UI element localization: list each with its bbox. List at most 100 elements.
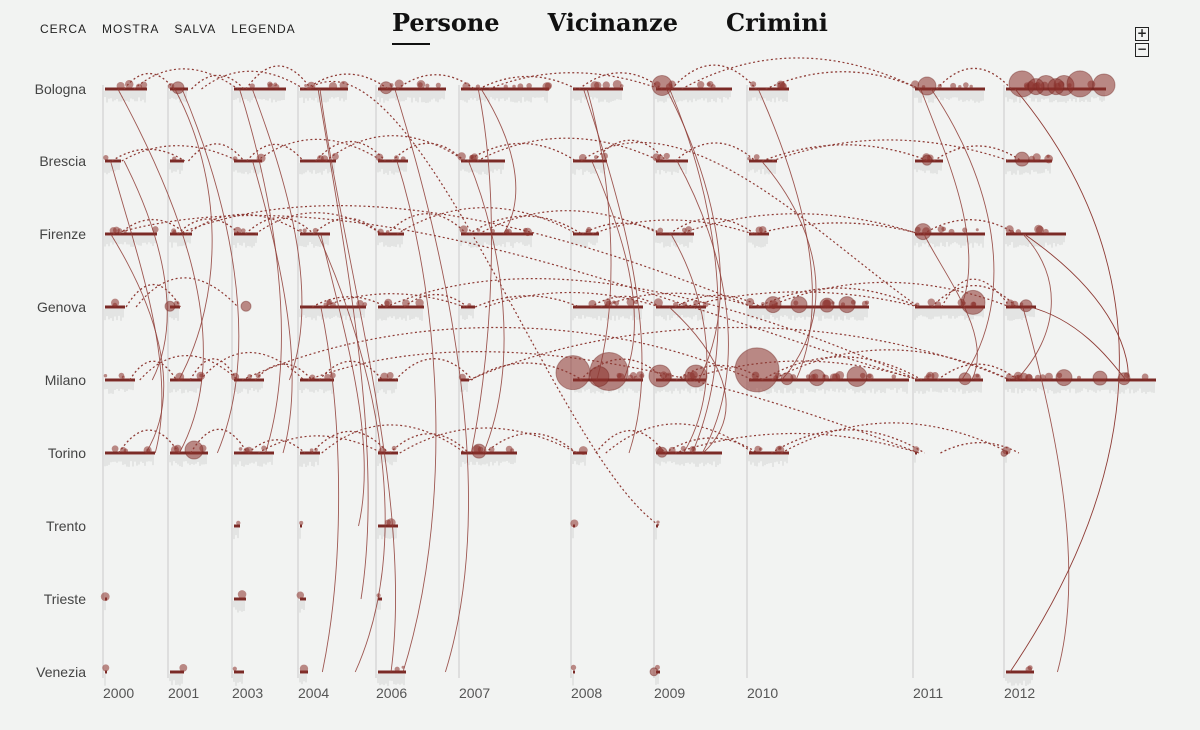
person-bubble (173, 300, 180, 307)
connection-arc-dotted (591, 219, 754, 235)
connection-arc-dotted (129, 360, 177, 381)
connection-arc-dotted (311, 430, 389, 454)
person-bubble (754, 445, 762, 453)
cluster-bar (105, 159, 121, 163)
person-bubble (1092, 73, 1116, 97)
person-bubble (934, 301, 942, 308)
zoom-in-button[interactable]: + (1135, 27, 1149, 41)
person-bubble (103, 154, 109, 161)
person-bubble (958, 372, 972, 386)
person-bubble (123, 229, 127, 233)
person-bubble (102, 664, 110, 672)
connection-arc-dotted (581, 222, 663, 235)
person-bubble (570, 664, 577, 671)
connection-arc-dotted (595, 429, 666, 454)
person-bubble (588, 366, 610, 387)
person-bubble (172, 156, 177, 161)
person-bubble (296, 591, 305, 599)
legend-button[interactable]: LEGENDA (231, 22, 296, 36)
connection-arc-dotted (176, 218, 241, 235)
person-bubble (517, 83, 524, 90)
person-bubble (1046, 154, 1050, 158)
cluster-bar (461, 378, 469, 382)
person-bubble (435, 82, 441, 88)
cluster-bar (378, 524, 398, 528)
connection-arc-dotted (255, 212, 383, 235)
tab-vicinanze[interactable]: Vicinanze (547, 8, 678, 37)
person-bubble (734, 347, 780, 393)
person-bubble (780, 372, 794, 386)
person-bubble (590, 81, 600, 90)
cluster-bar (1006, 670, 1034, 674)
person-bubble (112, 226, 120, 234)
person-bubble (416, 80, 426, 89)
year-label: 2012 (1004, 685, 1035, 701)
connection-line (174, 88, 213, 381)
connection-line (923, 233, 978, 381)
person-bubble (462, 82, 471, 91)
person-bubble (1047, 78, 1065, 96)
cluster-bar (105, 451, 155, 455)
tab-crimini[interactable]: Crimini (725, 8, 828, 37)
tab-persone[interactable]: Persone (392, 8, 500, 45)
save-button[interactable]: SALVA (174, 22, 217, 36)
connection-arc-dotted (674, 142, 756, 162)
cluster-bar (234, 451, 274, 455)
person-bubble (602, 81, 610, 89)
cluster-bar (573, 232, 599, 236)
person-bubble (829, 373, 838, 382)
person-bubble (312, 227, 319, 234)
person-bubble (171, 81, 185, 95)
show-button[interactable]: MOSTRA (102, 22, 160, 36)
connection-arc-dotted (600, 292, 754, 308)
connection-arc-dotted (755, 222, 922, 235)
connection-arc-dotted (321, 424, 466, 454)
connection-arc-dotted (403, 294, 468, 308)
person-bubble (339, 80, 349, 90)
person-bubble (1006, 299, 1015, 308)
city-label: Trento (46, 518, 86, 534)
connection-arc-dotted (770, 429, 925, 454)
cluster-bar (749, 232, 769, 236)
connection-line (470, 88, 492, 454)
person-bubble (937, 225, 945, 233)
cluster-bar (573, 159, 607, 163)
person-bubble (236, 520, 241, 526)
person-bubble (750, 81, 757, 88)
person-bubble (865, 373, 874, 382)
person-bubble (304, 84, 308, 88)
connection-arc-dotted (385, 278, 920, 381)
cluster-bar (749, 378, 909, 382)
person-bubble (819, 297, 835, 313)
connection-arc-dotted (241, 326, 754, 381)
cluster-bar (234, 524, 240, 528)
person-bubble (394, 666, 400, 672)
person-bubble (1019, 299, 1033, 313)
connection-line (396, 160, 437, 673)
connection-arc-dotted (684, 291, 920, 308)
person-bubble (861, 300, 868, 307)
search-button[interactable]: CERCA (40, 22, 88, 36)
person-bubble (1034, 374, 1041, 381)
cluster-bar (915, 378, 983, 382)
zoom-out-button[interactable]: − (1135, 43, 1149, 57)
person-bubble (121, 375, 125, 379)
cluster-bar (656, 305, 706, 309)
person-bubble (400, 156, 406, 162)
person-bubble (323, 302, 328, 307)
connection-line (670, 233, 708, 454)
connection-arc-dotted (396, 74, 475, 90)
cluster-bar (300, 87, 348, 91)
cluster-bar (105, 87, 147, 91)
person-bubble (302, 228, 307, 233)
person-bubble (656, 446, 668, 458)
cluster-bar (656, 378, 706, 382)
year-label: 2001 (168, 685, 199, 701)
connection-line (394, 88, 469, 673)
person-bubble (238, 447, 243, 451)
person-bubble (299, 520, 304, 525)
cluster-bar (1006, 159, 1052, 163)
connection-line (586, 88, 612, 381)
connection-line (110, 233, 165, 454)
cluster-bar (378, 378, 398, 382)
